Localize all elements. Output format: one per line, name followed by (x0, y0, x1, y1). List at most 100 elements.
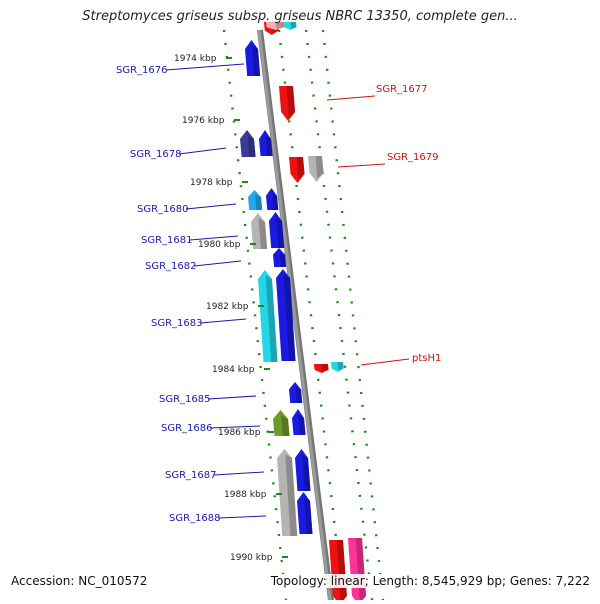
gene-sgr-1683-b-shade (283, 274, 296, 361)
gene-label-sgr-1682[interactable]: SGR_1682 (145, 260, 242, 272)
gene-label-sgr-1683[interactable]: SGR_1683 (151, 318, 247, 329)
gene-label-text[interactable]: ptsH1 (412, 353, 441, 364)
gene-sgr-1687-a[interactable] (277, 449, 298, 536)
gene-label-sgr-1676[interactable]: SGR_1676 (116, 63, 245, 76)
gene-label-leader (337, 163, 386, 168)
gene-sgr-1683-b[interactable] (276, 269, 296, 361)
gene-label-sgr-1677[interactable]: SGR_1677 (326, 84, 428, 101)
length-label: Length: (372, 574, 419, 588)
gene-sgr-1678-b-shade (265, 135, 273, 156)
gene-sgr-1678-a[interactable] (240, 130, 256, 157)
ruler-tick-label: 1978 kbp (190, 178, 233, 188)
gene-sgr-1681-a-shade (258, 218, 268, 249)
gene-label-sgr-1681[interactable]: SGR_1681 (141, 235, 239, 246)
gene-sgr-1676-shade (252, 45, 261, 76)
gene-sgr-1678-b[interactable] (259, 130, 273, 156)
gene-sgr-1677[interactable] (279, 86, 296, 121)
accession-info: Accession: NC_010572 (9, 574, 150, 588)
ruler-tick-label: 1984 kbp (212, 365, 255, 375)
gene-sgr-1686-a-shade (281, 415, 290, 436)
ruler-tick-label: 1982 kbp (206, 302, 249, 312)
gene-partial-top-cyan[interactable] (284, 22, 297, 30)
gene-sgr-1686-a[interactable] (273, 410, 290, 436)
gene-sgr-1679-a[interactable] (289, 157, 305, 183)
gene-label-text[interactable]: SGR_1679 (387, 152, 439, 163)
gene-label-text[interactable]: SGR_1676 (116, 65, 168, 76)
gene-label-leader (360, 358, 410, 366)
gene-sgr-1683-a-shade (265, 275, 278, 362)
gene-label-leader (209, 425, 261, 429)
gene-sgr-1677-shade (286, 86, 296, 118)
genome-title: Streptomyces griseus subsp. griseus NBRC… (82, 9, 518, 24)
ruler-tick-label: 1986 kbp (218, 428, 261, 438)
gene-label-leader (199, 318, 247, 324)
gene-label-leader (178, 147, 227, 155)
gene-label-sgr-1685[interactable]: SGR_1685 (159, 394, 257, 405)
gene-label-leader (189, 235, 239, 241)
genes-label: Genes: (509, 574, 552, 588)
gene-label-leader (193, 260, 242, 267)
gene-label-text[interactable]: SGR_1677 (376, 84, 428, 95)
gene-label-text[interactable]: SGR_1685 (159, 394, 211, 405)
backbone-line (257, 29, 332, 604)
gene-label-sgr-1688[interactable]: SGR_1688 (169, 513, 267, 524)
gene-label-ptsh1[interactable]: ptsH1 (360, 353, 441, 366)
track-guides (222, 29, 385, 601)
gene-sgr-1685[interactable] (289, 382, 303, 403)
gene-label-sgr-1686[interactable]: SGR_1686 (161, 423, 261, 434)
gene-label-text[interactable]: SGR_1680 (137, 204, 189, 215)
gene-label-leader (217, 515, 267, 519)
gene-sgr-1676[interactable] (245, 40, 261, 76)
gene-label-text[interactable]: SGR_1678 (130, 149, 182, 160)
gene-label-text[interactable]: SGR_1687 (165, 470, 217, 481)
accession-value: NC_010572 (78, 574, 148, 588)
length-value: 8,545,929 bp; (421, 574, 507, 588)
gene-sgr-1680-a[interactable] (248, 190, 263, 210)
gene-label-leader (326, 95, 376, 101)
gene-label-leader (213, 471, 265, 476)
gene-features[interactable] (240, 22, 367, 604)
genome-stats: Topology: linear; Length: 8,545,929 bp; … (268, 574, 592, 588)
topology-label: Topology: (270, 574, 327, 588)
gene-sgr-1688-shade (304, 497, 313, 534)
ruler-tick-label: 1990 kbp (230, 553, 273, 563)
gene-label-sgr-1679[interactable]: SGR_1679 (337, 152, 439, 168)
gene-labels[interactable]: SGR_1676 SGR_1677 SGR_1678 SGR_1679 SGR_1680… (116, 63, 441, 524)
gene-label-text[interactable]: SGR_1683 (151, 318, 203, 329)
gene-label-sgr-1687[interactable]: SGR_1687 (165, 470, 265, 481)
gene-label-text[interactable]: SGR_1682 (145, 261, 197, 272)
gene-sgr-1683-a[interactable] (258, 270, 278, 362)
gene-label-sgr-1680[interactable]: SGR_1680 (137, 203, 237, 215)
gene-ptsh1-a[interactable] (314, 364, 329, 373)
gene-partial-top-pale[interactable] (266, 22, 285, 30)
ruler-tick-label: 1976 kbp (182, 116, 225, 126)
gene-sgr-1679-b[interactable] (308, 156, 324, 182)
track-guide-line (304, 29, 374, 601)
gene-sgr-1682[interactable] (273, 248, 287, 267)
gene-sgr-1680-b[interactable] (266, 188, 279, 210)
gene-ptsh1-b-shade (337, 362, 344, 371)
gene-label-text[interactable]: SGR_1681 (141, 235, 193, 246)
gene-label-sgr-1678[interactable]: SGR_1678 (130, 147, 227, 160)
gene-sgr-1688[interactable] (297, 492, 313, 534)
gene-sgr-1687-b-shade (302, 454, 311, 491)
gene-ptsh1-b[interactable] (331, 362, 344, 372)
gene-sgr-1679-b-shade (315, 156, 324, 179)
gene-sgr-1686-b[interactable] (292, 409, 306, 435)
topology-value: linear; (330, 574, 369, 588)
gene-sgr-1681-a[interactable] (251, 213, 268, 249)
gene-label-leader (165, 63, 245, 71)
gene-sgr-1687-b[interactable] (295, 449, 311, 491)
gene-sgr-1680-a-shade (255, 194, 263, 210)
dna-backbone (257, 29, 335, 604)
kbp-ruler: 1974 kbp 1976 kbp 1978 kbp 1980 kbp 1982 kbp… (174, 54, 288, 563)
gene-sgr-1687-a-shade (285, 454, 298, 536)
track-guide-line (321, 29, 385, 601)
gene-label-text[interactable]: SGR_1686 (161, 423, 213, 434)
gene-label-text[interactable]: SGR_1688 (169, 513, 221, 524)
gene-sgr-1681-b[interactable] (269, 212, 285, 248)
gene-partial-bottom-pink[interactable] (348, 538, 367, 604)
ruler-tick-label: 1980 kbp (198, 240, 241, 250)
